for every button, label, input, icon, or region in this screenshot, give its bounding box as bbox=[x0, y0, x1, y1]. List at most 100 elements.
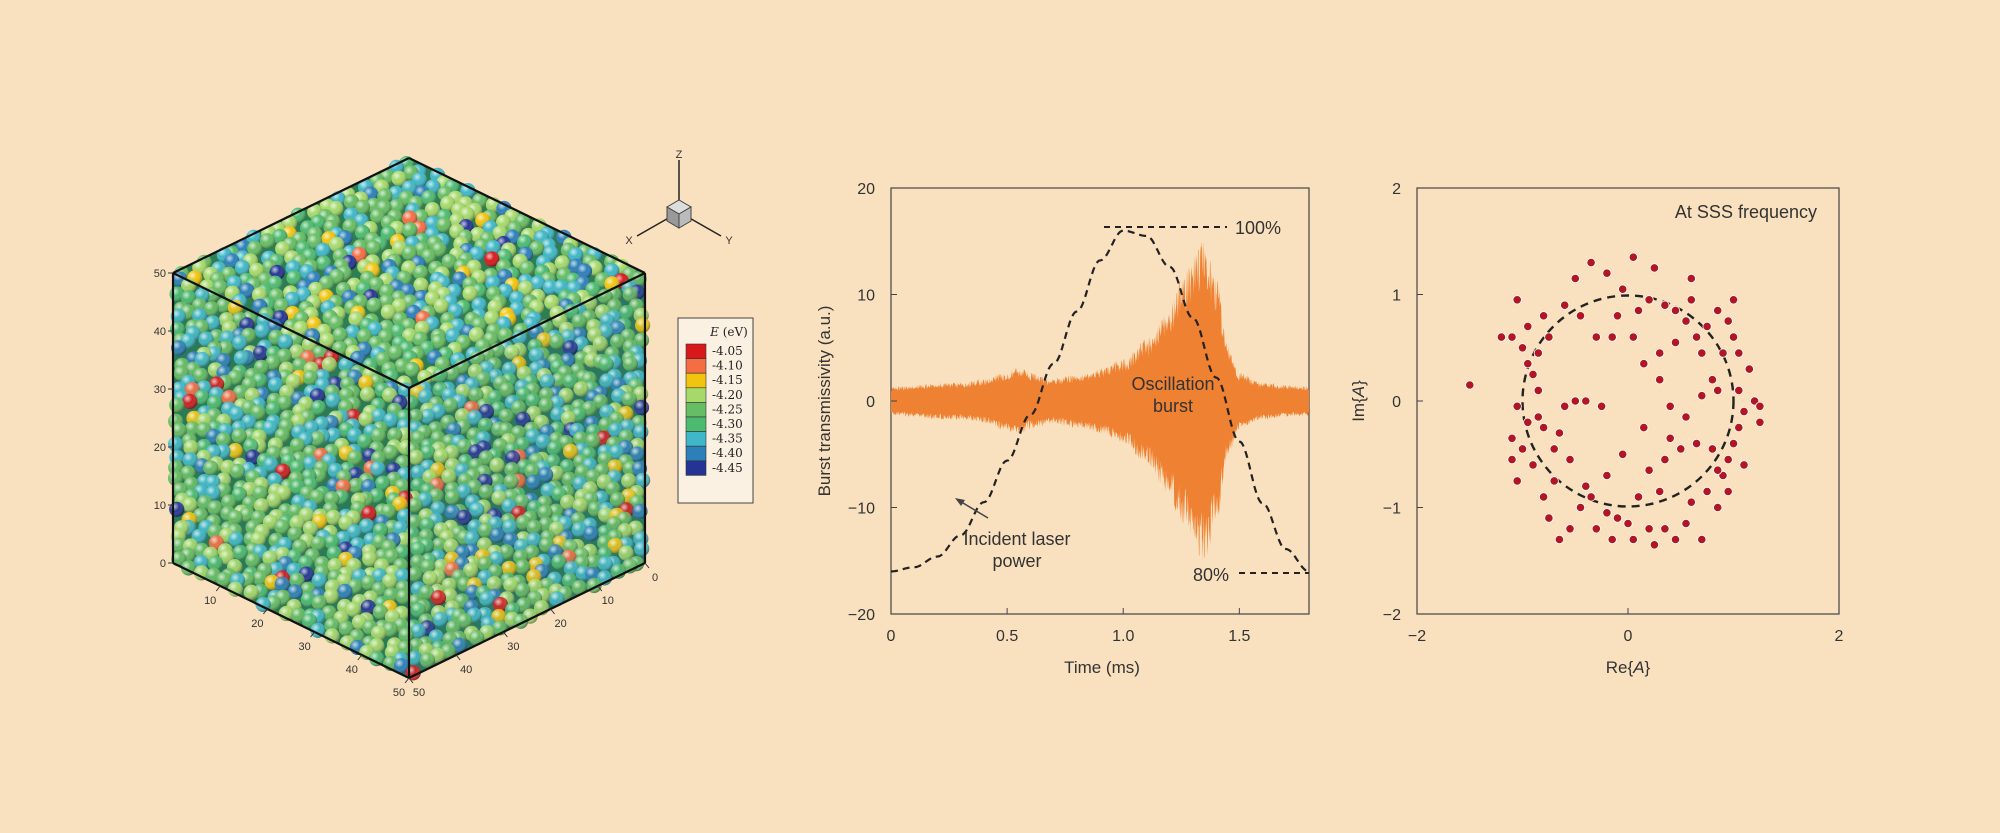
scatter-point bbox=[1681, 412, 1691, 422]
atom-highlight bbox=[309, 388, 325, 404]
atom-highlight bbox=[312, 345, 328, 361]
scatter-point bbox=[1655, 348, 1665, 358]
atom-highlight bbox=[422, 570, 438, 587]
atom-highlight bbox=[393, 658, 410, 674]
atom-highlight bbox=[268, 377, 284, 393]
cube-axis-ticks: 0 10 20 30 40 50 10 20 30 40 50 0 10 20 30 40 50 bbox=[154, 268, 658, 699]
atom-highlight bbox=[478, 522, 494, 538]
left-depth-tick-mark bbox=[404, 677, 410, 684]
atom-highlight bbox=[632, 503, 648, 519]
atom-highlight bbox=[253, 345, 269, 361]
atom-highlight bbox=[572, 498, 588, 514]
burst-y-label: Burst transmissivity (a.u.) bbox=[815, 306, 834, 497]
atom-highlight bbox=[618, 305, 635, 321]
annotation-80-percent: 80% bbox=[1193, 565, 1229, 585]
scatter-point bbox=[1734, 348, 1744, 358]
scatter-point bbox=[1670, 337, 1681, 347]
atom-highlight bbox=[323, 588, 339, 604]
atom-highlight bbox=[228, 531, 244, 547]
annotation-laser-line1: Incident laser bbox=[963, 529, 1070, 549]
atom-highlight bbox=[511, 400, 527, 416]
atom-highlight bbox=[571, 313, 587, 329]
colorbar-level-label: -4.35 bbox=[712, 432, 743, 446]
incident-laser-power-series bbox=[891, 229, 1309, 573]
atom-highlight bbox=[351, 247, 367, 263]
atom-highlight bbox=[511, 330, 528, 346]
atom-highlight bbox=[171, 340, 187, 356]
atom-highlight bbox=[360, 599, 376, 615]
cube-edges bbox=[171, 157, 647, 679]
burst-y-tick-label: −10 bbox=[848, 501, 875, 518]
atom-highlight bbox=[560, 410, 577, 426]
atom-highlight bbox=[325, 427, 341, 443]
scatter-point bbox=[1565, 524, 1575, 534]
atom-highlight bbox=[621, 473, 637, 489]
scatter-point bbox=[1713, 465, 1723, 475]
atom-highlight bbox=[413, 277, 429, 293]
scatter-point bbox=[1649, 540, 1660, 550]
scatter-point bbox=[1728, 438, 1739, 449]
atom-highlight bbox=[592, 336, 608, 352]
atom-highlight bbox=[348, 311, 364, 327]
atom-highlight bbox=[369, 651, 385, 667]
atom-highlight bbox=[361, 505, 377, 522]
atom-highlight bbox=[525, 474, 542, 490]
atom-highlight bbox=[604, 263, 620, 279]
colorbar-level-label: -4.30 bbox=[712, 417, 743, 431]
atom-highlight bbox=[328, 236, 345, 252]
atom-highlight bbox=[207, 500, 223, 516]
colorbar-swatch bbox=[685, 372, 707, 389]
atom-highlight bbox=[502, 519, 518, 535]
atom-highlight bbox=[216, 297, 232, 313]
atom-highlight bbox=[519, 260, 535, 276]
scatter-point bbox=[1539, 311, 1549, 321]
vertical-tick-label: 50 bbox=[154, 268, 166, 280]
atom-highlight bbox=[440, 196, 456, 212]
atom-highlight bbox=[387, 344, 403, 361]
atom-highlight bbox=[372, 604, 388, 620]
atom-highlight bbox=[560, 494, 576, 510]
left-depth-tick-label: 20 bbox=[251, 618, 263, 630]
atom-highlight bbox=[492, 597, 509, 613]
scatter-point bbox=[1713, 502, 1723, 513]
scatter-axis-ticks: −2 0 2 2 1 0 −1 −2 bbox=[1383, 181, 1844, 645]
atom-highlight bbox=[319, 332, 335, 348]
scatter-point bbox=[1665, 433, 1675, 443]
atom-highlight bbox=[370, 427, 386, 444]
atom-highlight bbox=[233, 350, 249, 366]
atom-highlight bbox=[216, 571, 232, 588]
atom-highlight bbox=[227, 509, 243, 526]
atom-spheres bbox=[167, 156, 651, 681]
atom-highlight bbox=[478, 484, 494, 500]
scatter-point bbox=[1507, 332, 1517, 342]
atom-highlight bbox=[392, 496, 408, 512]
atom-highlight bbox=[359, 386, 376, 402]
scatter-point bbox=[1570, 396, 1580, 406]
atom-highlight bbox=[432, 611, 448, 627]
atom-highlight bbox=[402, 222, 418, 238]
atom-highlight bbox=[247, 240, 263, 256]
atom-highlight bbox=[287, 584, 303, 600]
scatter-point bbox=[1602, 508, 1612, 518]
atom-highlight bbox=[289, 437, 305, 453]
atom-highlight bbox=[419, 584, 435, 601]
scatter-point bbox=[1655, 375, 1665, 385]
scatter-point bbox=[1633, 305, 1644, 316]
atom-highlight bbox=[274, 576, 290, 592]
scatter-point bbox=[1602, 470, 1612, 481]
atom-highlight bbox=[535, 434, 551, 450]
atom-highlight bbox=[169, 501, 185, 517]
atom-highlight bbox=[207, 524, 223, 540]
atom-highlight bbox=[407, 650, 423, 666]
atom-highlight bbox=[371, 408, 387, 424]
scatter-point bbox=[1660, 300, 1670, 310]
scatter-point bbox=[1465, 380, 1475, 390]
scatter-point bbox=[1618, 449, 1628, 459]
atom-highlight bbox=[274, 519, 290, 535]
atom-highlight bbox=[243, 438, 259, 454]
scatter-point bbox=[1681, 518, 1691, 529]
annotation-laser-line2: power bbox=[992, 551, 1041, 571]
atom-highlight bbox=[408, 449, 424, 465]
scatter-y-tick-label: −2 bbox=[1383, 607, 1401, 624]
atom-highlight bbox=[277, 334, 293, 350]
